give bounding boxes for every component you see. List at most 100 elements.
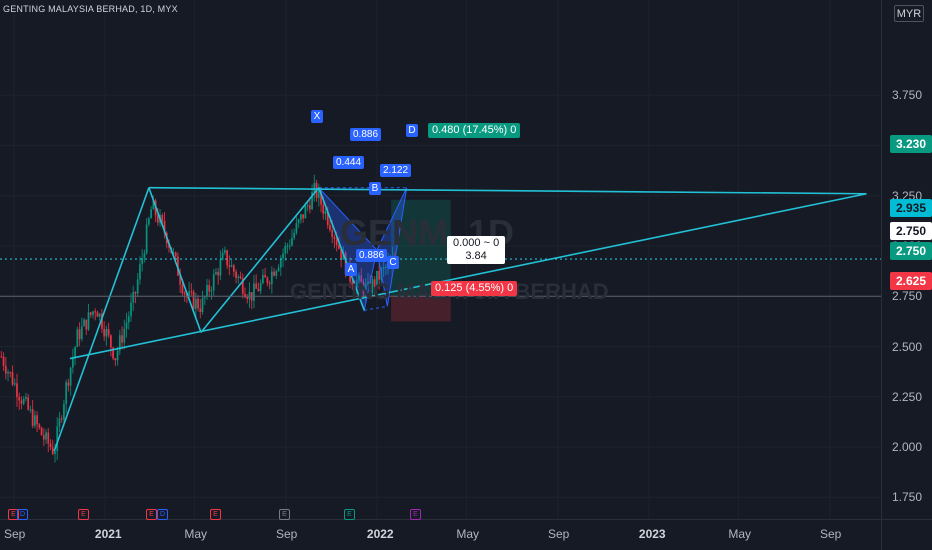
candle-body [297, 219, 300, 224]
candle-body [103, 328, 106, 337]
candle-body [163, 220, 166, 233]
candle-body [302, 214, 305, 219]
triangle-upper-line [148, 186, 867, 195]
candle-body [18, 397, 21, 401]
candle-body [63, 403, 65, 420]
candle-body [275, 270, 278, 276]
zigzag-line [200, 187, 320, 333]
candle-body [42, 435, 45, 440]
candle-body [253, 283, 255, 301]
candle-body [235, 271, 237, 278]
zigzag-line [148, 187, 202, 333]
candle-body [333, 236, 336, 239]
candle-body [244, 293, 246, 298]
candle-body [11, 372, 14, 385]
candle-body [215, 271, 217, 275]
candle-body [219, 259, 222, 276]
price-tick-label: 2.500 [892, 339, 923, 354]
candle-body [16, 383, 18, 398]
time-tick-label: May [184, 527, 207, 541]
candle-body [293, 232, 296, 238]
candle-body [80, 326, 83, 340]
ratio-ab: 0.444 [333, 156, 365, 169]
candle-body [145, 224, 148, 254]
candle-body [179, 275, 182, 285]
time-tick-label: 2023 [638, 527, 666, 541]
point-b-label[interactable]: B [369, 182, 381, 195]
event-marker[interactable]: E [210, 509, 221, 520]
candle-body [127, 316, 130, 323]
target-label: 0.480 (17.45%) 0 [428, 123, 521, 138]
candle-body [340, 248, 343, 260]
stop-label: 0.125 (4.55%) 0 [431, 281, 518, 296]
event-marker[interactable]: E [410, 509, 421, 520]
candle-body [206, 284, 208, 297]
candle-body [282, 253, 284, 259]
symbol-header[interactable]: GENTING MALAYSIA BERHAD, 1D, MYX [3, 4, 178, 14]
candle-body [246, 297, 249, 300]
candle-body [313, 182, 316, 193]
candle-body [9, 372, 12, 374]
candle-body [371, 279, 374, 294]
point-d-label[interactable]: D [406, 124, 418, 137]
time-tick-label: Sep [276, 527, 298, 541]
candle-body [364, 283, 367, 294]
candle-body [132, 292, 135, 303]
event-marker[interactable]: E [78, 509, 89, 520]
candle-body [261, 274, 264, 284]
point-a-label[interactable]: A [345, 263, 357, 276]
entry-line-2: 3.84 [465, 250, 487, 262]
candle-body [241, 278, 244, 294]
candle-body [190, 291, 193, 293]
candle-body [172, 252, 175, 254]
candle-body [92, 311, 94, 315]
candle-body [308, 205, 311, 210]
candle-body [358, 275, 360, 281]
event-marker[interactable]: E [279, 509, 290, 520]
candle-body [228, 265, 231, 267]
candle-body [284, 245, 287, 254]
candle-body [291, 237, 293, 246]
entry-line-1: 0.000 ~ 0 [453, 237, 500, 249]
currency-button[interactable]: MYR [894, 5, 924, 22]
point-x-label[interactable]: X [311, 110, 323, 123]
event-marker[interactable]: E [8, 509, 19, 520]
event-marker[interactable]: E [344, 509, 355, 520]
candle-body [331, 230, 334, 237]
candle-body [121, 335, 123, 343]
candle-body [212, 274, 215, 291]
candle-body [116, 350, 119, 361]
candle-body [130, 302, 132, 317]
candle-body [360, 275, 363, 283]
price-label: 2.750 [890, 242, 932, 260]
candle-body [20, 400, 23, 404]
point-c-label[interactable]: C [387, 256, 399, 269]
event-marker[interactable]: D [157, 509, 168, 520]
candle-body [38, 424, 41, 428]
candle-body [376, 270, 378, 287]
candle-body [31, 409, 34, 426]
time-tick-label: 2022 [366, 527, 394, 541]
price-label: 3.230 [890, 135, 932, 153]
candle-body [259, 283, 262, 292]
candle-body [295, 223, 298, 233]
candle-body [369, 281, 372, 294]
candle-body [183, 293, 186, 295]
candle-body [248, 292, 251, 300]
ratio-xb: 0.886 [350, 128, 382, 141]
candle-body [221, 252, 224, 260]
candle-body [69, 367, 72, 386]
candle-body [355, 280, 358, 288]
price-label: 2.750 [890, 222, 932, 240]
candle-body [208, 284, 211, 292]
candle-body [74, 347, 77, 358]
event-marker[interactable]: D [17, 509, 28, 520]
candle-body [237, 276, 240, 278]
candle-body [306, 205, 309, 207]
candle-body [270, 271, 273, 285]
event-marker[interactable]: E [146, 509, 157, 520]
candle-body [382, 267, 385, 269]
candle-body [40, 427, 43, 436]
